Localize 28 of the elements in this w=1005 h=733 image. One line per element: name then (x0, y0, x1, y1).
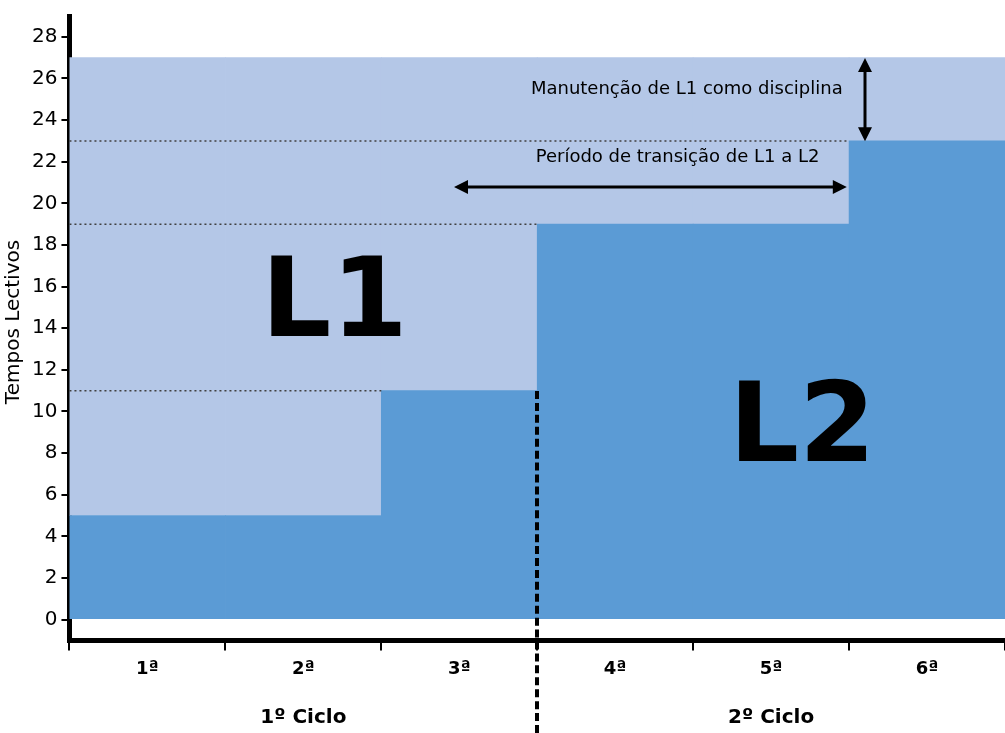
y-tick-label: 12 (32, 356, 58, 381)
y-tick-label: 16 (32, 272, 58, 297)
x-tick-label: 5ª (759, 656, 783, 678)
x-tick-label: 2ª (291, 656, 315, 678)
y-tick-label: 6 (44, 480, 58, 505)
y-tick-label: 20 (32, 189, 58, 214)
y-tick-label: 14 (32, 314, 58, 339)
x-tick-label: 4ª (603, 656, 627, 678)
x-tick-label: 3ª (447, 656, 471, 678)
annotation: L2 (728, 358, 876, 487)
y-axis-title: Tempos Lectivos (0, 238, 24, 407)
y-tick-label: 24 (32, 106, 58, 131)
text: 2º Ciclo (728, 704, 815, 729)
x-tick-label: 1ª (136, 656, 159, 678)
y-tick-label: 0 (44, 605, 58, 630)
y-tick-label: 26 (32, 64, 58, 89)
x-tick-label: 6ª (915, 656, 939, 678)
y-tick-label: 28 (32, 23, 58, 48)
y-tick-label: 18 (32, 231, 58, 256)
annotation: Período de transição de L1 a L2 (535, 145, 820, 167)
text: 1º Ciclo (260, 704, 347, 729)
y-tick-label: 10 (32, 397, 58, 422)
y-tick-label: 2 (44, 564, 58, 589)
annotation: L1 (261, 233, 408, 362)
annotation: Manutenção de L1 como disciplina (530, 76, 843, 98)
y-tick-label: 22 (32, 147, 58, 172)
y-tick-label: 4 (44, 522, 58, 547)
y-tick-label: 8 (44, 439, 58, 464)
